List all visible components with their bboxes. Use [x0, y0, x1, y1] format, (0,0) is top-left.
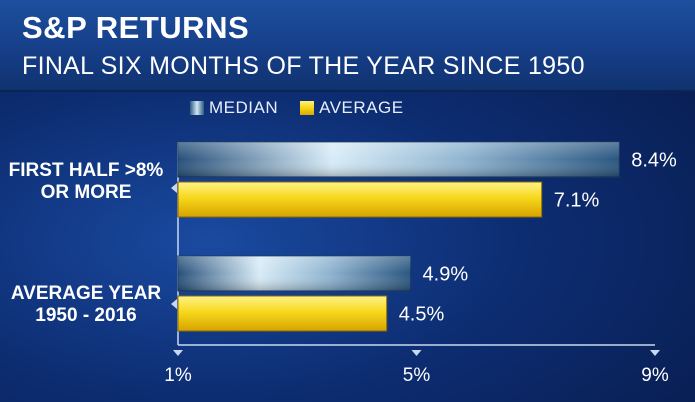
legend-swatch-median: [190, 101, 204, 115]
bar-median-shade-1: [178, 256, 411, 291]
legend-label-average: AVERAGE: [319, 98, 404, 117]
chart-area: MEDIAN AVERAGE FIRST HALF >8% OR MORE AV…: [0, 90, 695, 402]
data-label-average-0: 7.1%: [554, 190, 600, 212]
plot-svg: 1% 5% 9% 8.4% 7.1% 4.9% 4.5%: [164, 141, 677, 386]
x-tick-marker-0: [173, 350, 183, 356]
category-label-average-year-line-1: AVERAGE YEAR: [10, 283, 162, 304]
chart-title: S&P RETURNS: [22, 10, 250, 45]
bar-average-1: [177, 295, 388, 332]
bar-median-shade-0: [178, 142, 620, 177]
x-tick-label-1: 5%: [403, 365, 431, 386]
legend-label-median: MEDIAN: [209, 98, 279, 117]
x-tick-label-2: 9%: [641, 365, 669, 386]
category-label-first-half-line-2: OR MORE: [40, 182, 132, 203]
data-label-median-1: 4.9%: [423, 264, 469, 286]
x-tick-label-0: 1%: [164, 365, 192, 386]
category-label-first-half-line-1: FIRST HALF >8%: [8, 160, 164, 181]
legend-swatch-average: [300, 101, 315, 115]
legend: MEDIAN AVERAGE: [190, 98, 404, 118]
y-tick-marker-1: [171, 299, 177, 309]
category-label-average-year: AVERAGE YEAR 1950 - 2016: [6, 283, 166, 327]
bar-average-0: [177, 181, 543, 218]
legend-item-median: MEDIAN: [190, 98, 278, 118]
y-tick-marker-0: [171, 183, 177, 193]
data-label-median-0: 8.4%: [631, 150, 677, 172]
category-label-first-half: FIRST HALF >8% OR MORE: [6, 160, 166, 204]
x-tick-marker-2: [650, 350, 660, 356]
header: S&P RETURNS FINAL SIX MONTHS OF THE YEAR…: [0, 0, 695, 92]
x-tick-marker-1: [411, 350, 422, 356]
category-label-average-year-line-2: 1950 - 2016: [35, 305, 137, 326]
chart-subtitle: FINAL SIX MONTHS OF THE YEAR SINCE 1950: [22, 52, 585, 80]
data-label-average-1: 4.5%: [399, 304, 445, 326]
legend-item-average: AVERAGE: [300, 98, 403, 118]
